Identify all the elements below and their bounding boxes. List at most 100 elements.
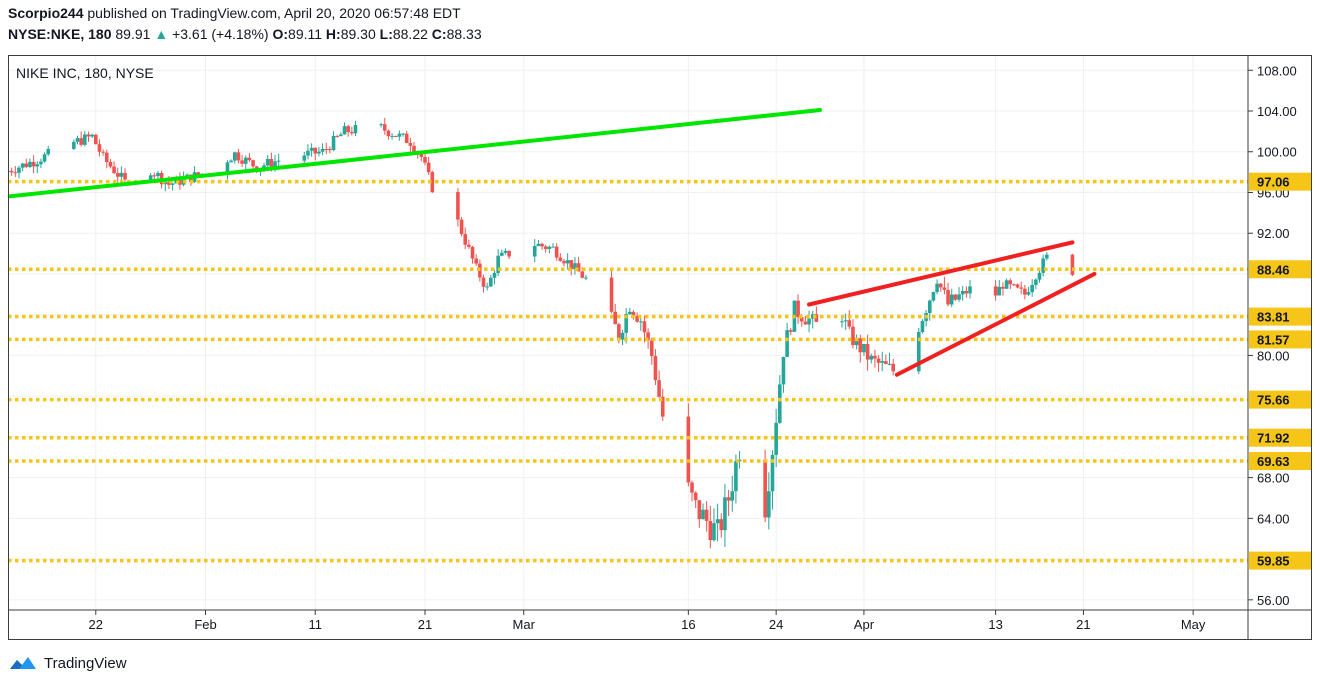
candle-body [397,133,402,137]
chart-container[interactable]: NIKE INC, 180, NYSE 56.00 64.00 68.00 80.00 9… [6,55,1312,640]
symbol-label: NYSE:NKE, 180 [8,26,112,42]
candle-body [536,243,541,246]
candle-body [697,500,702,520]
price-change: +3.61 (+4.18%) [172,26,269,42]
candle-body [35,164,40,167]
candle-body [565,260,570,264]
candle-body [404,133,409,144]
candle-body [931,292,936,301]
candle-body [17,167,21,173]
candle-body [876,358,881,363]
price-tick-label: 100.00 [1257,145,1297,160]
candle-body [942,287,947,290]
candle-body [408,143,413,146]
candle-body [313,147,318,154]
chart-frame [8,55,1312,640]
candle-body [763,459,767,518]
price-chart[interactable]: NIKE INC, 180, NYSE 56.00 64.00 68.00 80.00 9… [6,55,1312,640]
candle-body [719,519,724,531]
green-trendline [6,107,823,199]
candle-body [1045,254,1049,259]
candle-body [628,311,632,315]
time-tick-label: Apr [854,617,875,632]
candle-body [569,260,574,270]
candle-body [79,138,83,145]
price-tick-label: 68.00 [1257,471,1290,486]
open-label: O: [272,26,289,42]
candle-body [730,491,735,501]
candle-body [1037,272,1042,280]
candle-body [609,277,614,312]
candle-body [167,182,171,185]
tradingview-cloud-icon[interactable] [8,654,38,672]
level-price-label: 71.92 [1257,431,1290,446]
candle-body [1041,258,1045,273]
candle-body [613,311,617,325]
candle-body [46,148,51,155]
price-tick-label: 64.00 [1257,511,1290,526]
candle-body [115,173,120,177]
candle-body [339,134,343,137]
candle-body [412,145,416,153]
candle-body [584,277,588,279]
candle-body [620,332,625,340]
candle-body [1023,288,1027,295]
candle-body [170,183,175,185]
candle-body [309,147,314,151]
candle-body [467,244,471,247]
candle-body [1012,284,1016,286]
quote-line: NYSE:NKE, 180 89.91 ▲ +3.61 (+4.18%) O:8… [8,25,482,43]
candle-body [503,250,508,253]
level-price-badge [1249,307,1311,326]
publisher-name[interactable]: Scorpio244 [8,5,84,21]
price-tick-label: 56.00 [1257,593,1290,608]
level-price-badge [1249,428,1311,447]
candle-body [851,326,855,346]
candle-body [75,138,80,142]
candle-body [887,363,892,365]
candle-body [803,321,808,325]
candle-body [302,155,307,161]
footer-brand[interactable]: TradingView [44,654,127,672]
candle-body [489,277,493,287]
time-tick-label: 24 [769,617,783,632]
candle-body [196,172,201,175]
red-trendline [807,240,1075,307]
candle-body [342,126,347,135]
level-price-label: 83.81 [1257,310,1290,325]
candle-body [624,314,628,333]
candle-body [229,160,233,163]
candle-body [993,286,998,296]
candle-body [788,330,793,332]
level-price-label: 88.46 [1257,262,1290,277]
candle-body [543,246,548,249]
candle-body [273,161,277,167]
candle-body [576,263,581,272]
candle-body [481,277,486,287]
level-price-label: 97.06 [1257,175,1290,190]
candle-body [642,321,647,333]
candle-body [547,246,552,249]
candle-body [873,355,877,359]
candle-body [225,162,230,174]
time-tick-label: 21 [418,617,432,632]
candle-body [31,161,36,167]
high-value: 89.30 [340,26,376,42]
candle-body [247,157,252,161]
candle-body [390,135,394,137]
low-value: 88.22 [392,26,428,42]
candle-body [419,153,424,157]
candle-body [350,132,354,134]
candle-body [796,300,800,318]
candle-body [968,286,972,294]
high-label: H: [325,26,341,42]
time-tick-label: May [1181,617,1206,632]
candle-body [891,363,895,372]
candle-body [810,314,815,319]
candle-body [306,150,310,156]
candle-body [946,289,950,305]
candle-body [101,151,105,153]
level-price-label: 59.85 [1257,554,1290,569]
candle-body [777,384,782,423]
candle-body [949,294,954,305]
